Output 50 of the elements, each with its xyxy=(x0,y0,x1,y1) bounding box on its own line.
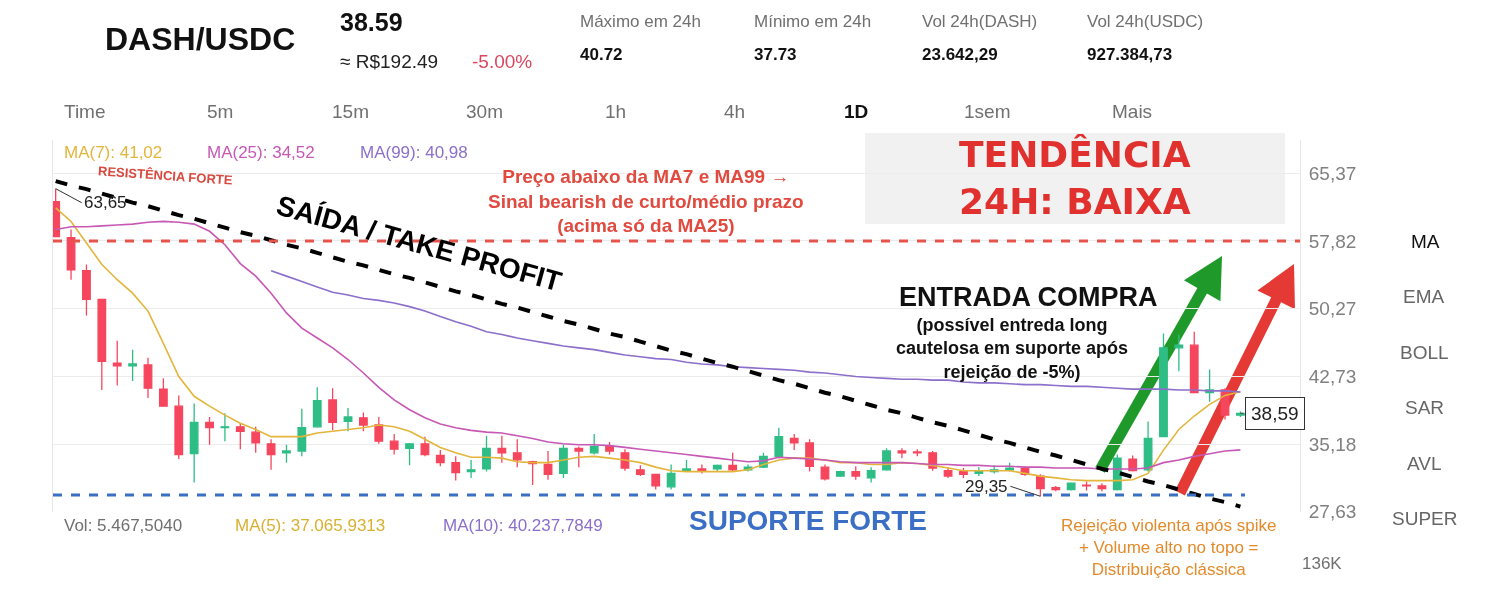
text: ≈ R$192.49 xyxy=(340,51,439,72)
text: 5m xyxy=(207,101,234,122)
text: Time xyxy=(64,101,106,122)
text: MA(25): 34,52 xyxy=(207,143,315,162)
text: MA xyxy=(1411,231,1440,252)
y-tick-label: 42,73 xyxy=(1308,365,1357,387)
y-tick-label: 27,63 xyxy=(1308,501,1357,523)
text: 927.384,73 xyxy=(1087,45,1173,64)
text: 30m xyxy=(466,101,503,122)
annotation: 29,35 xyxy=(965,477,1008,496)
text: MA(7): 41,02 xyxy=(64,143,163,162)
text: MA(5): 37.065,9313 xyxy=(235,516,386,535)
y-tick-label: 65,37 xyxy=(1308,162,1357,184)
text: SUPER xyxy=(1392,508,1458,529)
y-tick-label: 50,27 xyxy=(1308,298,1357,320)
text: Vol 24h(DASH) xyxy=(922,12,1038,31)
text: 1sem xyxy=(964,101,1011,122)
y-tick-label: 35,18 xyxy=(1308,433,1357,455)
annotation: Preço abaixo da MA7 e MA99 → Sinal bearish de curto/médio prazo (acima só da MA25) xyxy=(488,166,804,237)
annotation: RESISTÊNCIA FORTE xyxy=(97,163,234,188)
text: 1h xyxy=(605,101,627,122)
annotation: 63,65 xyxy=(84,193,127,212)
text: BOLL xyxy=(1400,342,1449,363)
text: 4h xyxy=(724,101,746,122)
text: 136K xyxy=(1302,554,1343,573)
text: SAR xyxy=(1405,397,1445,418)
annotation: ENTRADA COMPRA xyxy=(899,282,1158,312)
text: AVL xyxy=(1407,453,1442,474)
text: EMA xyxy=(1403,286,1445,307)
ref-line-label: SUPORTE FORTE xyxy=(689,505,928,536)
text: Mínimo em 24h xyxy=(754,12,872,31)
annotation: (possível entreda long cautelosa em suporte após rejeição de -5%) xyxy=(896,315,1129,382)
ref-line-label: 38,59 xyxy=(1251,403,1299,424)
text: MA(99): 40,98 xyxy=(360,143,468,162)
text: Vol 24h(USDC) xyxy=(1087,12,1204,31)
text: 37.73 xyxy=(754,45,797,64)
text: Mais xyxy=(1112,101,1153,122)
text: MA(10): 40.237,7849 xyxy=(443,516,603,535)
text: 38.59 xyxy=(340,8,403,36)
text: Máximo em 24h xyxy=(580,12,701,31)
text: 23.642,29 xyxy=(922,45,998,64)
text: 40.72 xyxy=(580,45,623,64)
y-tick-label: 57,82 xyxy=(1308,230,1357,252)
text: -5.00% xyxy=(472,51,533,72)
text: Vol: 5.467,5040 xyxy=(64,516,183,535)
annotation: TENDÊNCIA 24H: BAIXA xyxy=(959,134,1191,222)
text: Rejeição violenta após spike + Volume alto no topo = Distribuição clássica xyxy=(1061,516,1277,580)
text: 15m xyxy=(332,101,369,122)
text: 1D xyxy=(844,101,869,122)
chart-title: DASH/USDC xyxy=(105,21,296,58)
